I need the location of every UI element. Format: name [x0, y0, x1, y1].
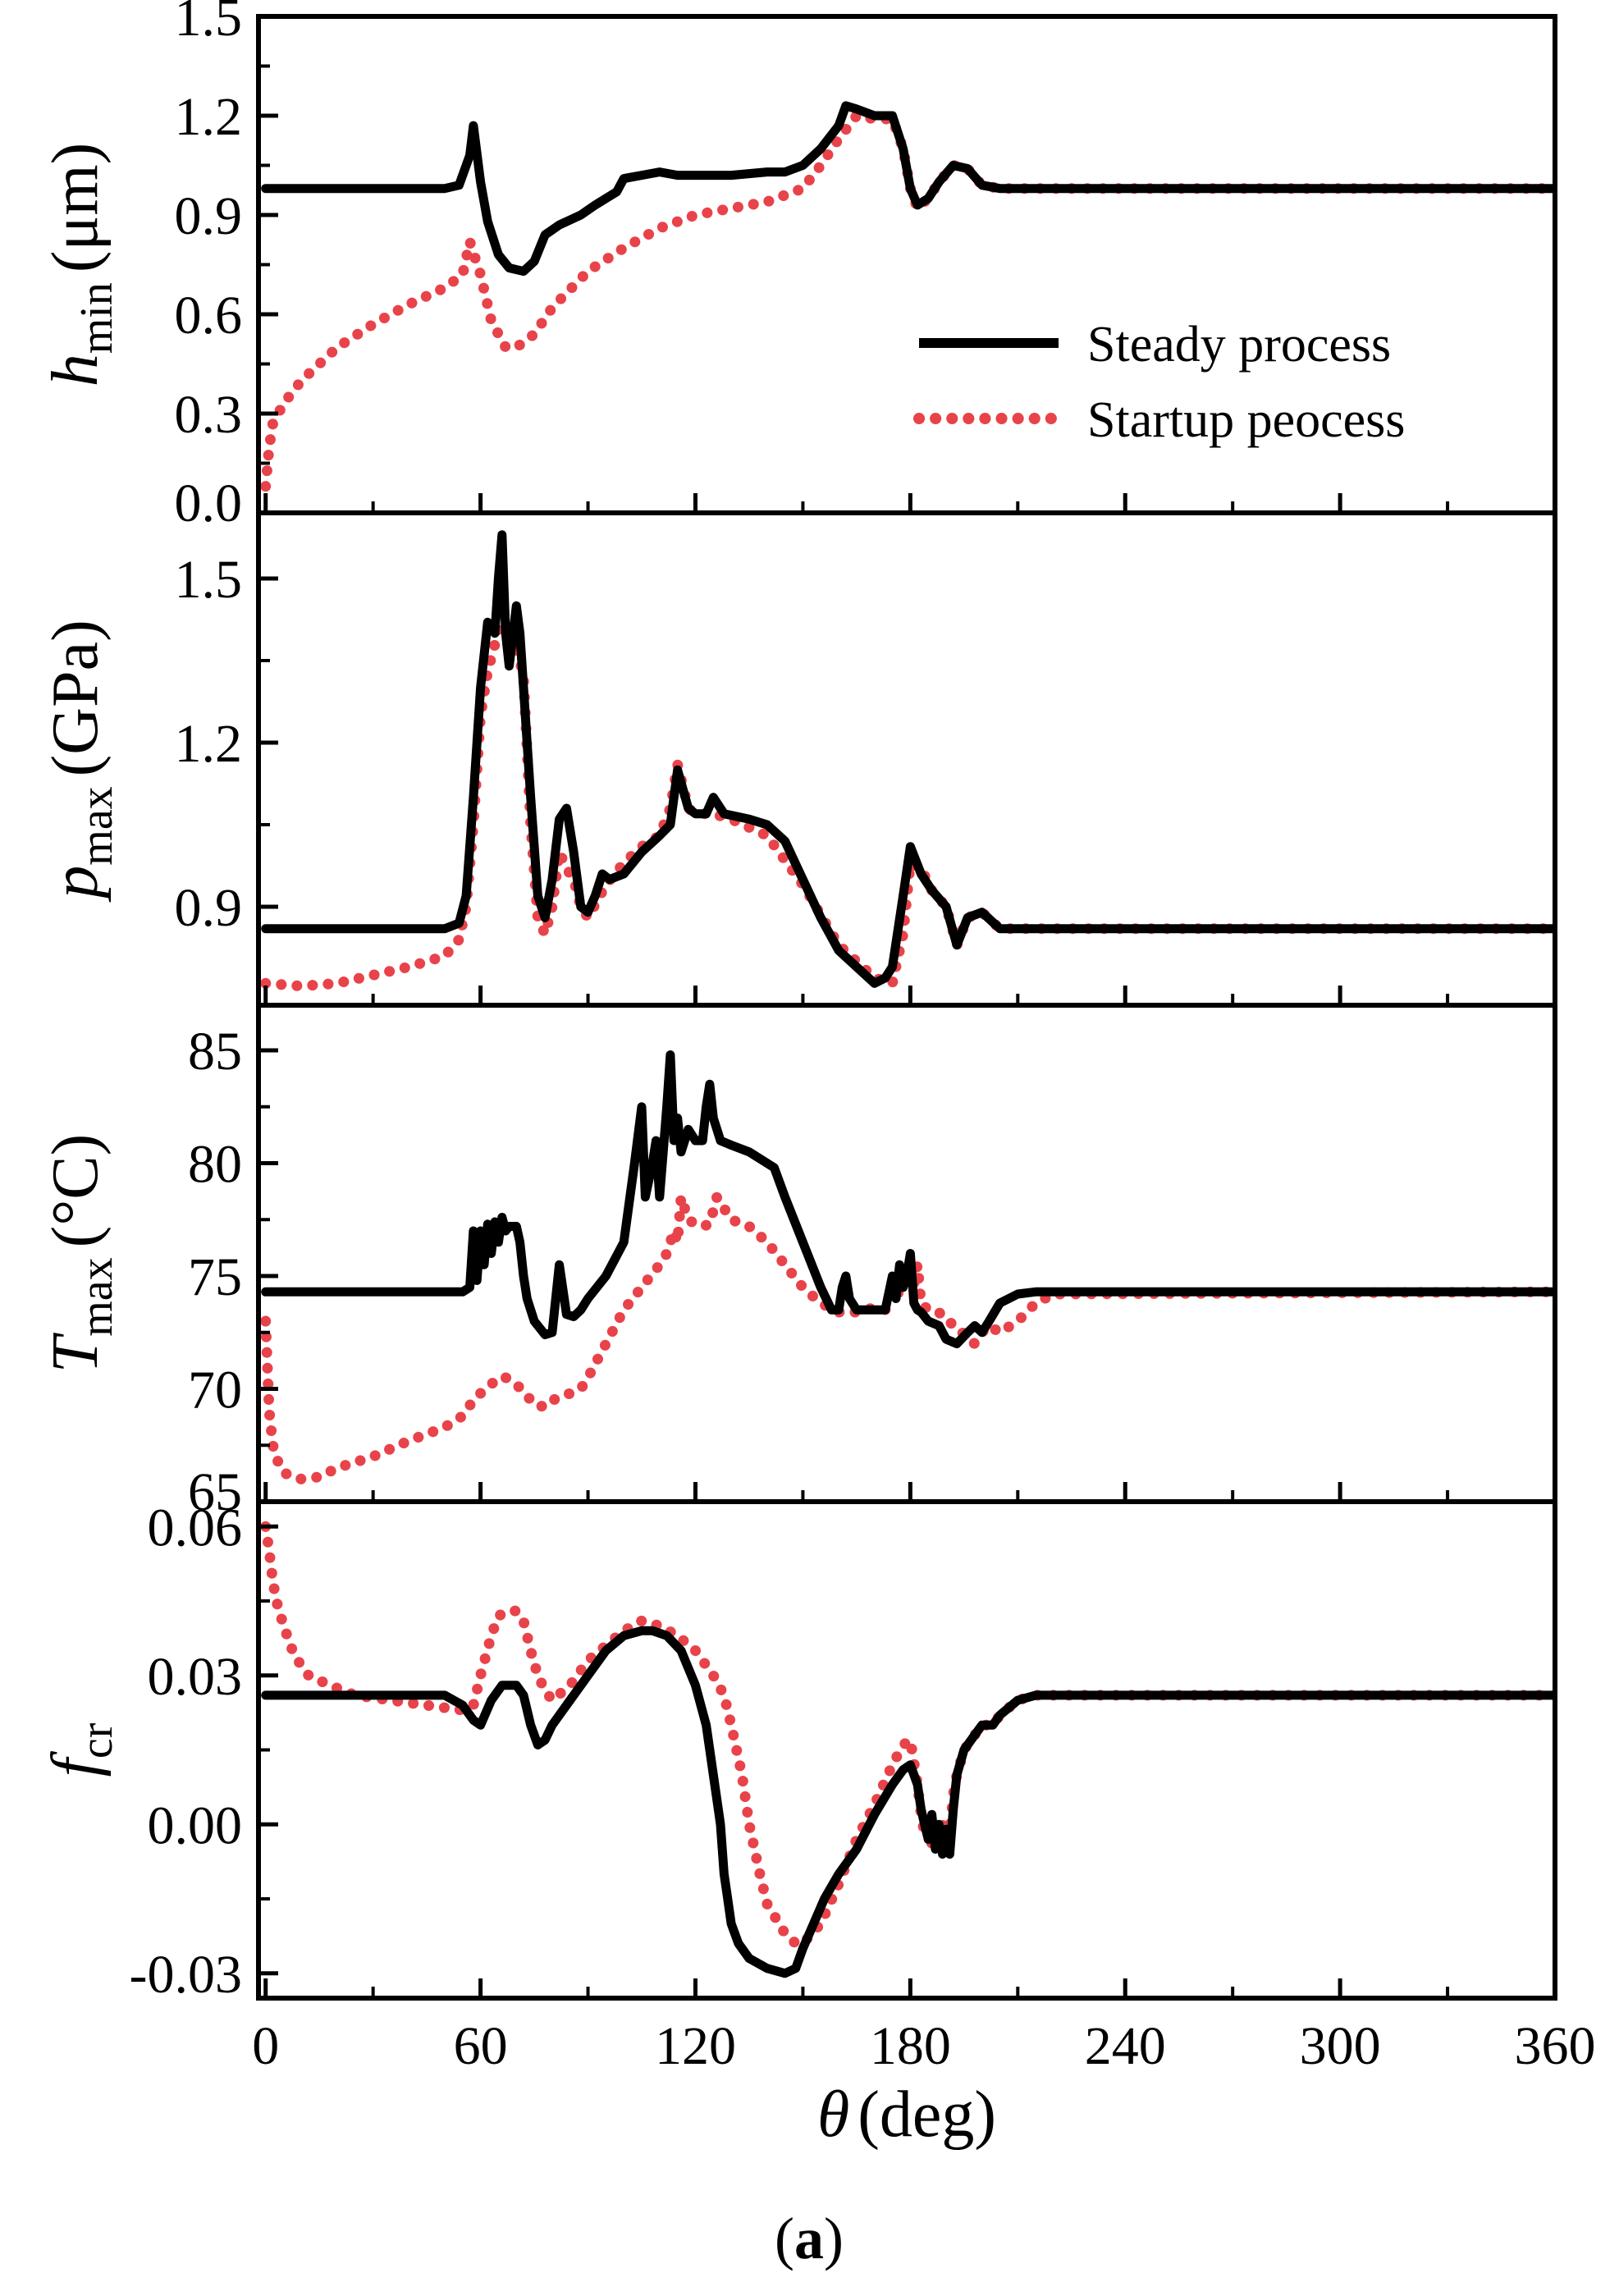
steady-series-line-p_max — [261, 530, 1555, 988]
panel-f_cr: -0.03 0.00 0.03 0.06 fcr — [39, 1498, 1557, 2005]
y-tick-label: 1.2 — [175, 87, 243, 147]
steady-series-line-f_cr — [261, 1626, 1555, 1978]
y-axis-subscript: min — [71, 282, 122, 354]
y-tick-label: 1.2 — [175, 714, 243, 774]
y-tick-label: 1.5 — [175, 0, 243, 48]
series-group-h_min — [260, 101, 1555, 492]
x-tick-label: 0 — [252, 2016, 279, 2076]
y-tick-label: 75 — [188, 1247, 242, 1307]
x-tick-label: 300 — [1300, 2016, 1381, 2076]
series-group-p_max — [260, 530, 1555, 992]
y-tick-label: 0.9 — [175, 878, 243, 938]
x-tick-label: 120 — [655, 2016, 736, 2076]
x-axis: 0 60 120 180 240 300 360 θ (deg) — [252, 2016, 1595, 2151]
y-axis-unit: (μm) — [39, 143, 112, 272]
x-axis-symbol: θ — [817, 2079, 849, 2151]
y-tick-label: 70 — [188, 1361, 242, 1420]
caption-close-paren: ) — [824, 2206, 844, 2271]
y-axis-symbol: p — [39, 866, 112, 903]
y-axis-title-T_max: Tmax (°C) — [39, 1134, 122, 1374]
x-tick-label: 360 — [1515, 2016, 1596, 2076]
y-tick-label: 0.03 — [148, 1647, 243, 1707]
y-axis-symbol: h — [39, 354, 112, 386]
figure-caption: (a) — [775, 2206, 844, 2271]
y-axis-title-h_min: hmin (μm) — [39, 143, 122, 387]
y-axis-title-f_cr: fcr — [39, 1722, 122, 1777]
caption-letter: a — [794, 2206, 824, 2271]
x-tick-label: 240 — [1085, 2016, 1166, 2076]
x-axis-unit: (deg) — [858, 2079, 996, 2151]
y-tick-label: 0.0 — [175, 473, 243, 533]
x-axis-title: θ (deg) — [817, 2079, 996, 2151]
y-axis-subscript: cr — [71, 1722, 122, 1759]
y-tick-label: 0.00 — [148, 1795, 243, 1855]
y-axis-subscript: max — [71, 1257, 122, 1336]
startup-series-line-T_max — [260, 1191, 1555, 1484]
x-tick-label: 60 — [454, 2016, 508, 2076]
y-tick-label: 0.3 — [175, 385, 243, 445]
series-group-T_max — [260, 1050, 1555, 1484]
startup-series-line-f_cr — [260, 1521, 1555, 1949]
y-tick-label: -0.03 — [130, 1945, 242, 2005]
legend-startup-label: Startup peocess — [1087, 392, 1405, 448]
steady-series-line-T_max — [261, 1050, 1555, 1348]
panel-h_min: 0.0 0.3 0.6 0.9 1.2 1.5 hmin (μm) — [39, 0, 1557, 533]
legend-steady-label: Steady process — [1087, 317, 1391, 373]
panel-T_max: 65 70 75 80 85 Tmax (°C) — [39, 1003, 1557, 1522]
y-tick-label: 1.5 — [175, 550, 243, 610]
y-tick-label: 0.9 — [175, 186, 243, 246]
y-tick-label: 0.6 — [175, 286, 243, 345]
x-tick-label: 180 — [870, 2016, 951, 2076]
y-tick-label: 80 — [188, 1135, 242, 1195]
panel-p_max: 0.9 1.2 1.5 pmax (GPa) — [39, 510, 1557, 1008]
y-axis-subscript: max — [71, 786, 122, 865]
y-axis-unit: (°C) — [39, 1134, 112, 1248]
series-group-f_cr — [260, 1521, 1555, 1978]
y-axis-symbol: T — [39, 1332, 112, 1373]
legend: Steady process Startup peocess — [913, 317, 1405, 448]
y-axis-title-p_max: pmax (GPa) — [39, 620, 122, 902]
y-tick-label: 0.06 — [148, 1498, 243, 1557]
y-tick-label: 65 — [188, 1462, 242, 1522]
caption-open-paren: ( — [775, 2206, 794, 2271]
y-tick-label: 85 — [188, 1022, 242, 1082]
y-axis-unit: (GPa) — [39, 620, 112, 776]
chart-panels: 0.00.30.60.91.21.5hmin(μm)0.91.21.5pmax(… — [39, 0, 1596, 2151]
steady-series-line-h_min — [261, 101, 1555, 277]
